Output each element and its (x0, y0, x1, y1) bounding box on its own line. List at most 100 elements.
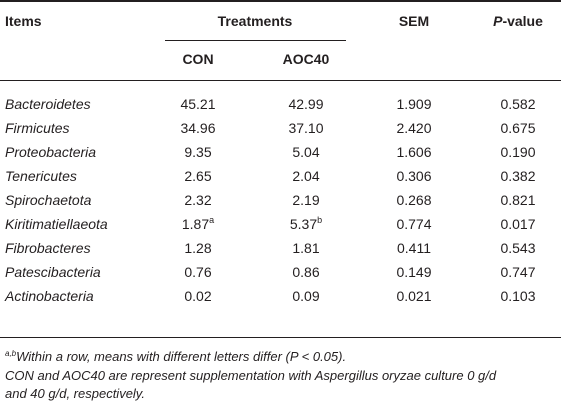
header-con: CON (182, 51, 214, 67)
row-aoc40-value-text: 0.09 (292, 288, 320, 304)
row-con-value: 45.21 (168, 95, 228, 113)
row-item-text: Tenericutes (5, 168, 77, 184)
row-aoc40-value-text: 0.86 (292, 264, 320, 280)
row-item: Fibrobacteres (5, 239, 91, 257)
row-con-value-text: 34.96 (180, 120, 216, 136)
row-con-value-text: 0.76 (184, 264, 212, 280)
row-p-value: 0.582 (488, 95, 548, 113)
row-con-value-text: 1.28 (184, 240, 212, 256)
header-aoc40: AOC40 (282, 51, 330, 67)
row-con-value: 34.96 (168, 119, 228, 137)
row-con-value-text: 1.87 (181, 216, 210, 232)
table-bottom-rule (0, 337, 561, 338)
header-sem: SEM (398, 13, 430, 29)
row-aoc40-value: 2.19 (276, 191, 336, 209)
row-item: Spirochaetota (5, 191, 91, 209)
row-con-value-text: 0.02 (184, 288, 212, 304)
row-sem-value: 2.420 (384, 119, 444, 137)
footnote-letters: a,bWithin a row, means with different le… (5, 348, 346, 365)
row-con-value-text: 2.65 (184, 168, 212, 184)
row-sem-value-text: 0.021 (396, 288, 432, 304)
table-top-rule (0, 0, 561, 2)
table-header-rule (0, 80, 561, 81)
row-p-value-text: 0.821 (500, 192, 536, 208)
row-item-text: Fibrobacteres (5, 240, 91, 256)
row-aoc40-value-text: 42.99 (288, 96, 324, 112)
row-sem-value: 1.606 (384, 143, 444, 161)
row-sem-value: 0.149 (384, 263, 444, 281)
row-p-value: 0.543 (488, 239, 548, 257)
row-aoc40-value: 0.09 (276, 287, 336, 305)
row-con-value: 2.65 (168, 167, 228, 185)
row-sem-value: 1.909 (384, 95, 444, 113)
footnote-treatments-line1: CON and AOC40 are represent supplementat… (5, 368, 497, 383)
row-p-value-text: 0.103 (500, 288, 536, 304)
row-aoc40-value-text: 2.19 (292, 192, 320, 208)
row-p-value-text: 0.190 (500, 144, 536, 160)
row-sem-value-text: 0.774 (396, 216, 432, 232)
row-sem-value-text: 1.909 (396, 96, 432, 112)
significance-superscript: b (317, 215, 323, 225)
row-item: Tenericutes (5, 167, 77, 185)
row-aoc40-value: 1.81 (276, 239, 336, 257)
row-p-value: 0.382 (488, 167, 548, 185)
row-item: Firmicutes (5, 119, 70, 137)
row-aoc40-value: 5.04 (276, 143, 336, 161)
row-sem-value-text: 0.149 (396, 264, 432, 280)
row-p-value: 0.190 (488, 143, 548, 161)
row-aoc40-value: 5.37b (276, 215, 336, 233)
row-con-value-text: 9.35 (184, 144, 212, 160)
row-item-text: Patescibacteria (5, 264, 101, 280)
header-treatments: Treatments (217, 13, 293, 29)
row-sem-value: 0.021 (384, 287, 444, 305)
row-item-text: Firmicutes (5, 120, 70, 136)
row-con-value: 0.76 (168, 263, 228, 281)
row-sem-value-text: 0.306 (396, 168, 432, 184)
row-item: Bacteroidetes (5, 95, 91, 113)
header-p-letter: P (493, 13, 503, 29)
row-item: Proteobacteria (5, 143, 96, 161)
row-p-value-text: 0.382 (500, 168, 536, 184)
row-aoc40-value-text: 5.37 (289, 216, 318, 232)
treatments-underline (165, 40, 346, 41)
row-sem-value: 0.306 (384, 167, 444, 185)
row-aoc40-value-text: 1.81 (292, 240, 320, 256)
row-item-text: Actinobacteria (5, 288, 94, 304)
row-sem-value-text: 1.606 (396, 144, 432, 160)
row-item: Kiritimatiellaeota (5, 215, 108, 233)
row-p-value: 0.675 (488, 119, 548, 137)
row-sem-value: 0.268 (384, 191, 444, 209)
row-sem-value-text: 2.420 (396, 120, 432, 136)
header-p-value: P-value (488, 12, 548, 30)
row-p-value: 0.103 (488, 287, 548, 305)
row-sem-value-text: 0.411 (397, 240, 431, 256)
row-sem-value: 0.411 (384, 239, 444, 257)
row-con-value: 1.28 (168, 239, 228, 257)
significance-superscript: a (209, 215, 215, 225)
header-items: Items (5, 13, 42, 29)
row-aoc40-value: 0.86 (276, 263, 336, 281)
row-con-value: 0.02 (168, 287, 228, 305)
row-item-text: Kiritimatiellaeota (5, 216, 108, 232)
row-con-value: 9.35 (168, 143, 228, 161)
row-aoc40-value: 2.04 (276, 167, 336, 185)
header-p-suffix: -value (502, 13, 543, 29)
row-p-value-text: 0.675 (500, 120, 536, 136)
footnote-letters-text: Within a row, means with different lette… (16, 349, 347, 364)
row-item-text: Spirochaetota (5, 192, 92, 208)
row-item: Patescibacteria (5, 263, 101, 281)
row-aoc40-value-text: 37.10 (288, 120, 324, 136)
row-aoc40-value: 42.99 (276, 95, 336, 113)
row-aoc40-value-text: 2.04 (292, 168, 320, 184)
row-p-value: 0.017 (488, 215, 548, 233)
footnote-treatments-line2: and 40 g/d, respectively. (5, 386, 145, 401)
row-sem-value: 0.774 (384, 215, 444, 233)
row-item-text: Proteobacteria (5, 144, 97, 160)
row-con-value: 1.87a (168, 215, 228, 233)
row-p-value: 0.821 (488, 191, 548, 209)
row-aoc40-value-text: 5.04 (292, 144, 320, 160)
row-item-text: Bacteroidetes (5, 96, 91, 112)
row-con-value: 2.32 (168, 191, 228, 209)
row-p-value-text: 0.017 (500, 216, 536, 232)
row-con-value-text: 2.32 (184, 192, 212, 208)
